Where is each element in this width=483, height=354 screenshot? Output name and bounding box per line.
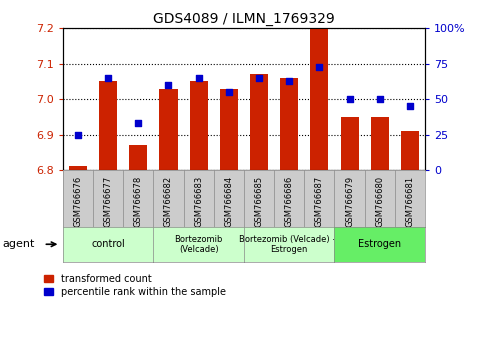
Bar	[280, 78, 298, 170]
Text: GSM766677: GSM766677	[103, 176, 113, 227]
Bar	[129, 145, 147, 170]
Text: GSM766679: GSM766679	[345, 176, 354, 227]
Bar	[341, 117, 358, 170]
Legend: transformed count, percentile rank within the sample: transformed count, percentile rank withi…	[43, 274, 226, 297]
Text: GSM766681: GSM766681	[405, 176, 414, 227]
Text: GSM766683: GSM766683	[194, 176, 203, 227]
Bar	[99, 81, 117, 170]
Bar	[250, 74, 268, 170]
Text: control: control	[91, 239, 125, 249]
Text: Bortezomib
(Velcade): Bortezomib (Velcade)	[174, 235, 223, 254]
Text: Estrogen: Estrogen	[358, 239, 401, 249]
Point	[285, 78, 293, 84]
Point	[134, 120, 142, 126]
Text: GSM766676: GSM766676	[73, 176, 83, 227]
Text: Bortezomib (Velcade) +
Estrogen: Bortezomib (Velcade) + Estrogen	[239, 235, 339, 254]
Bar	[220, 88, 238, 170]
Point	[346, 96, 354, 102]
Point	[225, 89, 233, 95]
Text: GSM766678: GSM766678	[134, 176, 143, 227]
Point	[406, 103, 414, 109]
Text: GSM766682: GSM766682	[164, 176, 173, 227]
Bar	[189, 81, 208, 170]
Point	[376, 96, 384, 102]
Text: agent: agent	[2, 239, 35, 249]
Bar	[371, 117, 389, 170]
Point	[255, 75, 263, 81]
Bar	[69, 166, 87, 170]
Point	[74, 132, 82, 137]
Text: GSM766687: GSM766687	[315, 176, 324, 227]
Bar	[159, 88, 178, 170]
Text: GSM766680: GSM766680	[375, 176, 384, 227]
Point	[104, 75, 112, 81]
Point	[195, 75, 202, 81]
Bar	[311, 28, 328, 170]
Point	[315, 64, 323, 69]
Text: GSM766686: GSM766686	[284, 176, 294, 227]
Bar	[401, 131, 419, 170]
Text: GSM766684: GSM766684	[224, 176, 233, 227]
Title: GDS4089 / ILMN_1769329: GDS4089 / ILMN_1769329	[153, 12, 335, 26]
Point	[165, 82, 172, 88]
Text: GSM766685: GSM766685	[255, 176, 264, 227]
